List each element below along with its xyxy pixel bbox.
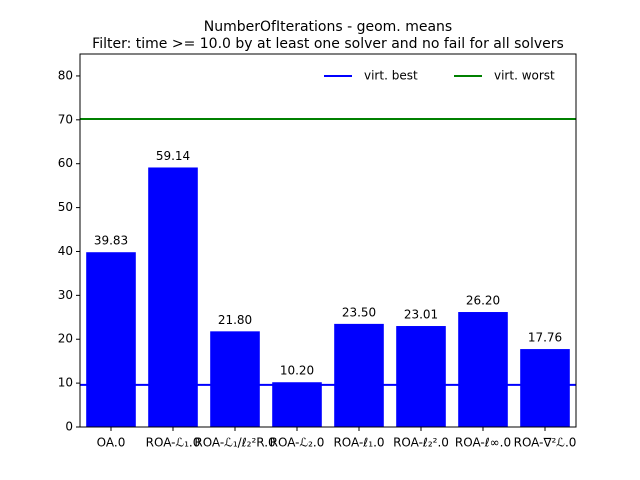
- bar: [86, 252, 136, 427]
- plot-frame: [79, 53, 577, 428]
- x-tick-label: ROA-ℒ₂.0: [270, 436, 325, 450]
- bar: [272, 382, 322, 427]
- value-label: 17.76: [528, 331, 562, 345]
- value-label: 26.20: [466, 294, 500, 308]
- y-tick-label: 0: [65, 420, 73, 434]
- bar: [520, 349, 570, 427]
- value-label: 39.83: [94, 234, 128, 248]
- x-tick-label: OA.0: [97, 436, 126, 450]
- legend-label: virt. worst: [494, 69, 555, 83]
- value-label: 23.01: [404, 308, 438, 322]
- y-tick-label: 70: [58, 112, 73, 126]
- x-tick-label: ROA-ℓ∞.0: [455, 436, 511, 450]
- value-label: 23.50: [342, 305, 376, 319]
- chart-subtitle: Filter: time >= 10.0 by at least one sol…: [92, 36, 564, 52]
- x-tick-label: ROA-ℒ₁/ℓ₂²R.0: [194, 436, 275, 450]
- bar: [396, 326, 446, 427]
- y-tick-label: 30: [58, 288, 73, 302]
- bar: [210, 331, 260, 427]
- legend-label: virt. best: [364, 69, 418, 83]
- value-label: 59.14: [156, 149, 190, 163]
- y-tick-label: 50: [58, 200, 73, 214]
- x-tick-label: ROA-ℒ₁.0: [146, 436, 201, 450]
- y-tick-label: 40: [58, 244, 73, 258]
- y-tick-label: 10: [58, 376, 73, 390]
- value-label: 10.20: [280, 364, 314, 378]
- bar: [458, 312, 508, 427]
- chart-title: NumberOfIterations - geom. means: [204, 19, 452, 35]
- x-tick-label: ROA-ℓ₁.0: [333, 436, 384, 450]
- x-tick-label: ROA-ℓ₂².0: [393, 436, 449, 450]
- value-label: 21.80: [218, 313, 252, 327]
- bar: [148, 167, 198, 427]
- y-tick-label: 60: [58, 156, 73, 170]
- bar: [334, 323, 384, 427]
- x-tick-label: ROA-∇²ℒ.0: [514, 436, 577, 450]
- y-tick-label: 80: [58, 68, 73, 82]
- y-tick-label: 20: [58, 332, 73, 346]
